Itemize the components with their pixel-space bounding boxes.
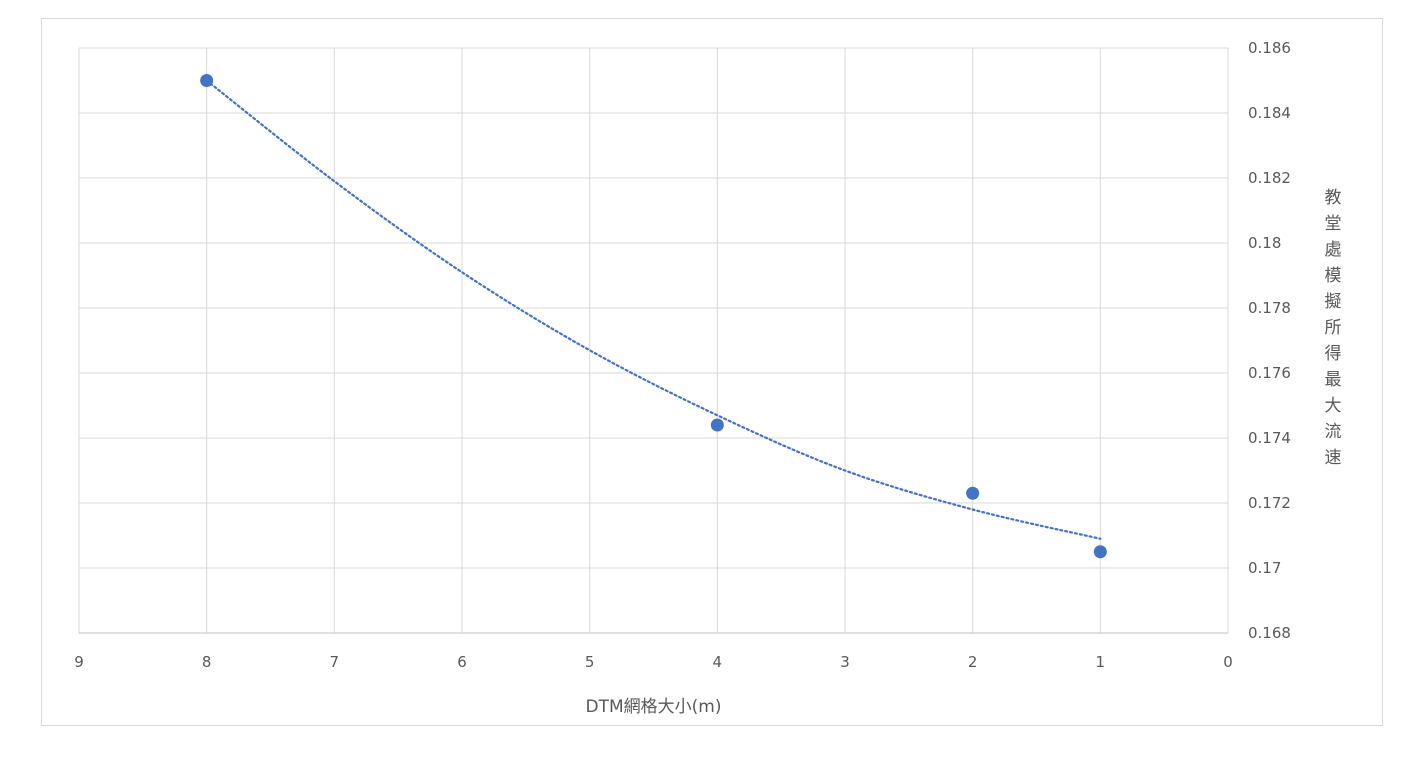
- x-tick-label: 4: [713, 653, 723, 671]
- y-axis-title: 教堂處模擬所得最大流速: [1325, 188, 1342, 468]
- points-group: [200, 74, 1107, 559]
- y-tick-label: 0.18: [1248, 234, 1281, 252]
- y-tick-label: 0.184: [1248, 104, 1291, 122]
- y-tick-label: 0.182: [1248, 169, 1291, 187]
- data-point: [966, 486, 980, 500]
- x-tick-label: 3: [840, 653, 850, 671]
- trendline: [205, 79, 1102, 540]
- x-tick-label: 5: [585, 653, 595, 671]
- data-point: [200, 74, 214, 87]
- data-point: [1093, 545, 1107, 559]
- x-tick-label: 6: [457, 653, 467, 671]
- y-tick-label: 0.172: [1248, 494, 1291, 512]
- x-tick-label: 1: [1096, 653, 1106, 671]
- y-tick-label: 0.168: [1248, 624, 1291, 642]
- y-tick-label: 0.186: [1248, 39, 1291, 57]
- y-tick-label: 0.178: [1248, 299, 1291, 317]
- data-point: [710, 418, 724, 432]
- x-tick-label: 8: [202, 653, 212, 671]
- x-axis-title: DTM網格大小(m): [586, 697, 722, 717]
- tick-labels: 0.168 0.17 0.172 0.174 0.176 0.178 0.18 0.182 0.…: [74, 39, 1291, 671]
- grid: [78, 47, 1229, 633]
- x-tick-label: 0: [1223, 653, 1233, 671]
- chart-frame: [41, 18, 1383, 726]
- y-tick-label: 0.174: [1248, 429, 1291, 447]
- trendline-group: [205, 79, 1102, 540]
- x-tick-label: 7: [330, 653, 340, 671]
- x-tick-label: 9: [74, 653, 84, 671]
- x-tick-label: 2: [968, 653, 978, 671]
- y-tick-label: 0.17: [1248, 559, 1281, 577]
- y-tick-label: 0.176: [1248, 364, 1291, 382]
